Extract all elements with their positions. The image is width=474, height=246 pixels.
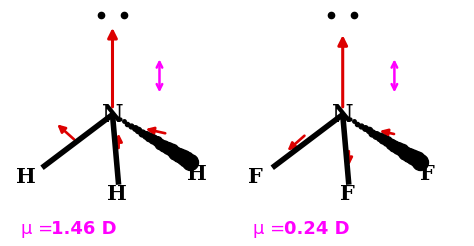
Text: N: N: [102, 103, 123, 126]
Text: μ =: μ =: [21, 220, 59, 238]
Text: 1.46 D: 1.46 D: [51, 220, 117, 238]
Text: F: F: [248, 168, 263, 187]
Text: F: F: [340, 184, 355, 204]
Text: H: H: [16, 168, 36, 187]
Text: μ =: μ =: [254, 220, 292, 238]
Text: H: H: [107, 184, 127, 204]
Text: F: F: [420, 164, 435, 184]
Text: H: H: [187, 164, 207, 184]
Text: 0.24 D: 0.24 D: [284, 220, 350, 238]
Text: N: N: [332, 103, 354, 126]
